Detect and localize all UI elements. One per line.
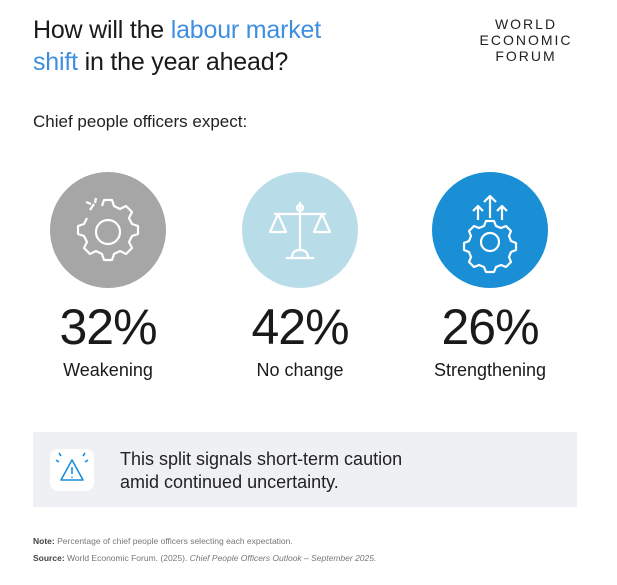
title-text: in the year ahead? bbox=[77, 48, 289, 76]
title-text: How will the bbox=[33, 16, 171, 44]
stat: 32% Weakening bbox=[13, 172, 203, 381]
source-label: Source: bbox=[33, 553, 65, 563]
logo: WORLD ECONOMIC FORUM bbox=[470, 16, 582, 64]
note: Note: Percentage of chief people officer… bbox=[33, 536, 293, 546]
callout: This split signals short-term caution am… bbox=[33, 432, 577, 507]
callout-text: This split signals short-term caution am… bbox=[120, 448, 402, 494]
stat-value: 42% bbox=[251, 299, 349, 355]
note-label: Note: bbox=[33, 536, 55, 546]
callout-line: amid continued uncertainty. bbox=[120, 472, 339, 492]
stat-label: Weakening bbox=[63, 360, 153, 380]
subtitle: Chief people officers expect: bbox=[33, 112, 248, 131]
stat-value: 26% bbox=[441, 299, 539, 355]
logo-line: FORUM bbox=[495, 48, 557, 64]
icon-weakening bbox=[50, 172, 166, 288]
logo-line: WORLD bbox=[494, 16, 558, 32]
title-highlight: shift bbox=[33, 48, 78, 76]
logo-line: ECONOMIC bbox=[479, 32, 573, 48]
note-text: Percentage of chief people officers sele… bbox=[57, 536, 293, 546]
warning-icon bbox=[50, 449, 94, 491]
stat-label: No change bbox=[256, 360, 344, 380]
title-line: shift in the year ahead? bbox=[33, 46, 321, 78]
stat-label: Strengthening bbox=[433, 360, 547, 380]
title-line: How will the labour market bbox=[33, 14, 321, 46]
source-title: Chief People Officers Outlook – Septembe… bbox=[189, 553, 377, 563]
source-text: World Economic Forum. (2025). bbox=[67, 553, 190, 563]
title: How will the labour market shift in the … bbox=[33, 14, 321, 78]
stat: 42% No change bbox=[205, 172, 395, 381]
title-highlight: labour market bbox=[170, 16, 321, 44]
stat-value: 32% bbox=[59, 299, 157, 355]
source: Source: World Economic Forum. (2025). Ch… bbox=[33, 553, 376, 563]
callout-line: This split signals short-term caution bbox=[120, 449, 403, 469]
icon-no-change bbox=[242, 172, 358, 288]
stat: 26% Strengthening bbox=[395, 172, 585, 381]
icon-strengthening bbox=[432, 172, 548, 288]
